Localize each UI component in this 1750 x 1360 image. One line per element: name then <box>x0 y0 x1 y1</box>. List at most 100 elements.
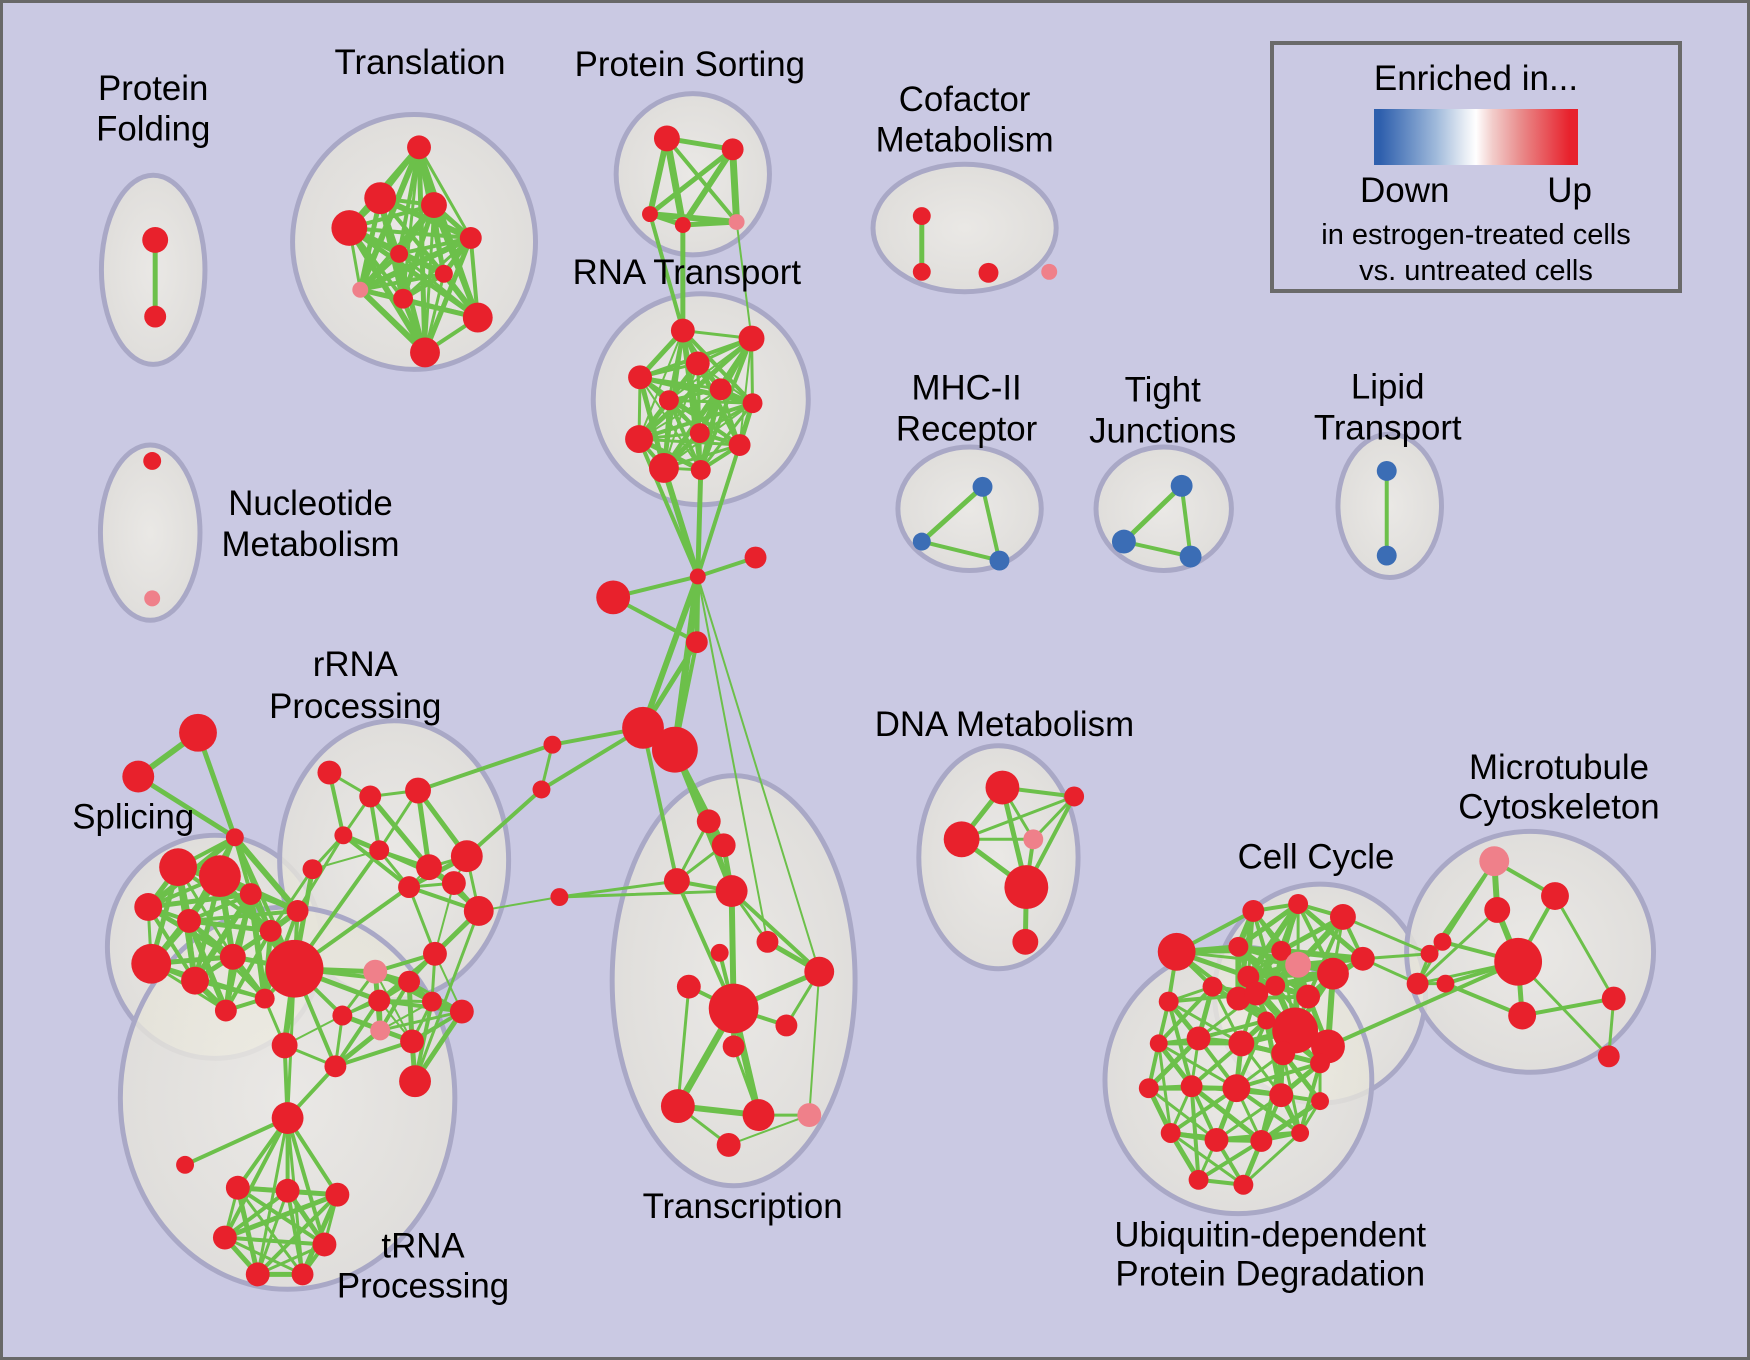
node-t10 <box>462 302 493 333</box>
lipid-transport-label: Transport <box>1314 408 1462 447</box>
node-mB <box>1541 882 1569 910</box>
node-mF <box>1601 986 1626 1011</box>
node-c11 <box>1226 986 1251 1011</box>
node-cf2 <box>912 262 931 281</box>
node-mD <box>1494 937 1543 986</box>
node-rt8 <box>689 423 710 444</box>
node-pf1 <box>142 227 169 253</box>
edge-J-T8 <box>696 575 821 973</box>
nucleotide-metabolism-label: Metabolism <box>221 525 399 564</box>
legend-endpoint-labels: Down Up <box>1360 171 1592 211</box>
node-H4 <box>212 1225 237 1250</box>
node-rt7 <box>742 393 763 414</box>
node-u15 <box>1160 1123 1181 1143</box>
nucleotide-metabolism-label: Nucleotide <box>228 484 393 523</box>
node-t2 <box>364 182 397 215</box>
edge-t8-t11 <box>357 286 428 356</box>
node-u11 <box>1180 1075 1203 1098</box>
edge-rt9-J <box>637 437 700 579</box>
node-t8 <box>352 281 369 298</box>
node-ps1 <box>653 125 680 152</box>
edge-rt4-rt12 <box>639 376 702 471</box>
node-u7 <box>1228 1030 1255 1057</box>
edge-ISO-HB2 <box>183 1116 290 1167</box>
edge-J-T5 <box>696 575 769 943</box>
node-mA <box>1479 846 1510 877</box>
node-ps3 <box>642 206 658 223</box>
edge-S10-S11 <box>223 928 273 1013</box>
microtubule-cytoskeleton-label: Cytoskeleton <box>1458 788 1659 827</box>
edge-rt10-J <box>695 443 742 579</box>
edge-H5-H6 <box>256 1243 326 1276</box>
node-tj3 <box>1179 545 1202 568</box>
edge-S10-R8 <box>269 867 314 933</box>
legend-up-label: Up <box>1547 171 1592 210</box>
node-R4 <box>369 840 390 861</box>
edge-mB-mF <box>1553 894 1616 1001</box>
edge-P3-T3 <box>557 879 679 899</box>
edge-rt9-rt10 <box>637 437 742 447</box>
node-d4 <box>1023 829 1044 850</box>
node-rt12 <box>690 459 711 480</box>
node-c5 <box>1271 940 1292 961</box>
node-u2 <box>1244 981 1269 1006</box>
node-T13 <box>742 1099 775 1132</box>
node-u9 <box>1310 1053 1330 1074</box>
legend-caption-line2: vs. untreated cells <box>1359 255 1593 287</box>
node-u1 <box>1202 976 1223 997</box>
node-R14 <box>423 941 447 966</box>
edge-t4-t10 <box>346 225 481 321</box>
node-R22 <box>324 1055 347 1078</box>
node-n2 <box>144 590 161 607</box>
node-R7 <box>334 826 353 845</box>
node-T1 <box>696 809 721 834</box>
edge-R2-R5 <box>367 793 432 870</box>
node-rt4 <box>628 365 652 390</box>
node-T5 <box>756 930 779 953</box>
microtubule-cytoskeleton-label: Microtubule <box>1469 748 1649 787</box>
node-tj1 <box>1170 474 1193 497</box>
edge-t5-t8 <box>357 234 474 293</box>
node-R11 <box>463 896 494 926</box>
node-T8 <box>804 956 835 987</box>
edge-H4-H7 <box>223 1236 305 1276</box>
node-cf4 <box>1041 263 1058 280</box>
node-R17 <box>332 1005 353 1026</box>
translation-label: Translation <box>335 43 506 82</box>
node-T6 <box>710 943 729 962</box>
node-u13 <box>1269 1083 1294 1108</box>
edge-u1-u5 <box>1156 984 1215 1046</box>
legend-down-label: Down <box>1360 171 1450 210</box>
node-R13 <box>398 970 421 993</box>
node-u8 <box>1271 1041 1296 1066</box>
node-d6 <box>1012 928 1039 955</box>
node-lp1 <box>1376 460 1397 481</box>
cell-cycle-label: Cell Cycle <box>1238 837 1395 876</box>
edge-u9-u12 <box>1234 1061 1323 1091</box>
node-c16 <box>1420 944 1439 963</box>
edge-T8-T14 <box>808 970 821 1117</box>
dna-metabolism-region <box>916 743 1081 972</box>
node-u3 <box>1257 1011 1276 1030</box>
node-mI <box>1597 1045 1620 1068</box>
node-d2 <box>1064 786 1085 807</box>
legend-caption-line1: in estrogen-treated cells <box>1321 219 1631 251</box>
edge-S6-S13 <box>231 834 301 914</box>
protein-sorting-label: Protein Sorting <box>575 45 805 84</box>
edge-H4-H5 <box>222 1235 327 1247</box>
node-S3 <box>134 893 163 921</box>
node-c2 <box>1288 894 1309 914</box>
node-B <box>122 760 155 793</box>
node-rt3 <box>685 351 710 376</box>
edge-tj1-tj3 <box>1179 483 1193 559</box>
node-c12 <box>1296 984 1321 1009</box>
edge-u17-u19 <box>1196 1138 1264 1182</box>
edge-rt2-rt10 <box>738 337 753 447</box>
node-t9 <box>393 288 414 309</box>
node-P3 <box>550 888 569 906</box>
edge-t1-t5 <box>417 145 473 240</box>
node-A <box>179 713 217 752</box>
edge-R10-R14 <box>433 882 455 955</box>
